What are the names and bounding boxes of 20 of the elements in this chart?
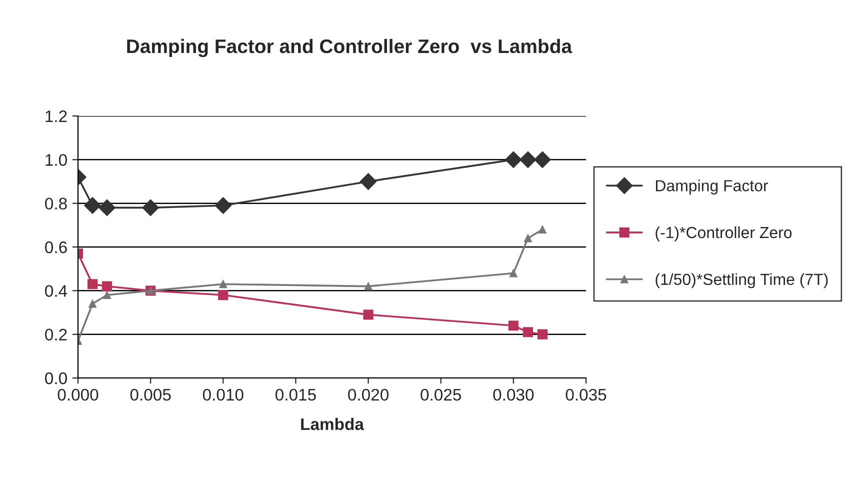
- legend-label: Damping Factor: [656, 180, 768, 195]
- y-tick-label: 1.2: [46, 110, 67, 122]
- x-tick-label: 0.010: [202, 388, 244, 401]
- y-tick-label: 0.6: [45, 241, 67, 254]
- y-tick-label: 1.0: [46, 154, 67, 166]
- x-tick-label: 0.005: [130, 388, 171, 401]
- y-tick-label: 0.4: [45, 285, 68, 297]
- x-tick-label: 0.035: [566, 388, 606, 401]
- x-axis-title: Lambda: [301, 418, 364, 430]
- x-tick-label: 0.015: [276, 388, 316, 401]
- x-tick-label: 0.030: [493, 388, 534, 401]
- legend-label: (1/50)*Settling Time (7T): [656, 273, 828, 288]
- y-tick-label: 0.8: [45, 198, 67, 210]
- y-tick-label: 0.0: [45, 372, 67, 384]
- y-tick-label: 0.2: [45, 328, 67, 341]
- legend-label: (-1)*Controller Zero: [656, 226, 792, 242]
- x-tick-label: 0.025: [420, 388, 462, 401]
- x-tick-label: 0.020: [348, 388, 388, 401]
- chart-title: Damping Factor and Controller Zero vs Lambda: [127, 38, 572, 58]
- x-tick-label: 0.000: [58, 388, 98, 401]
